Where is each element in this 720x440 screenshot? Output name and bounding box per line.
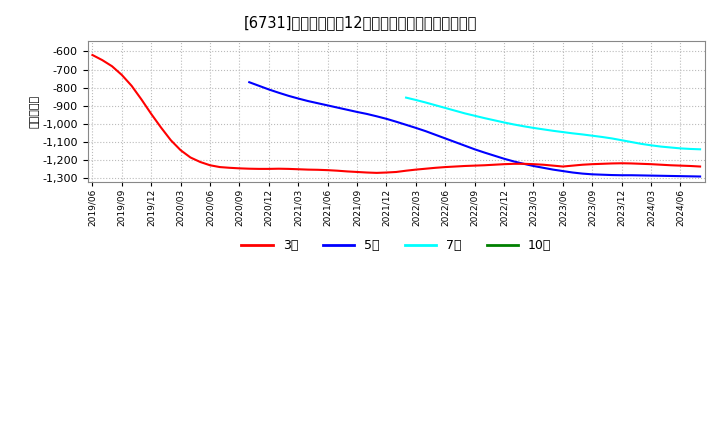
7年 <box>647 143 655 148</box>
3年 <box>255 166 264 172</box>
3年 <box>519 161 528 166</box>
7年 <box>490 117 498 123</box>
5年 <box>696 174 704 179</box>
7年 <box>402 95 410 100</box>
5年 <box>539 165 548 170</box>
5年 <box>313 101 322 106</box>
5年 <box>470 147 479 152</box>
5年 <box>255 83 264 88</box>
5年 <box>617 172 626 178</box>
5年 <box>392 119 400 125</box>
7年 <box>588 133 597 138</box>
7年 <box>627 139 636 145</box>
Y-axis label: （百万円）: （百万円） <box>30 95 40 128</box>
5年 <box>480 150 489 155</box>
3年 <box>372 170 381 176</box>
7年 <box>568 131 577 136</box>
5年 <box>412 125 420 131</box>
5年 <box>284 93 293 99</box>
5年 <box>451 139 459 145</box>
5年 <box>304 99 312 104</box>
5年 <box>343 107 351 112</box>
5年 <box>500 156 508 161</box>
3年 <box>402 168 410 173</box>
5年 <box>333 105 342 110</box>
5年 <box>461 143 469 148</box>
3年 <box>274 166 283 171</box>
7年 <box>637 141 646 147</box>
Legend: 3年, 5年, 7年, 10年: 3年, 5年, 7年, 10年 <box>236 234 556 257</box>
5年 <box>402 122 410 128</box>
7年 <box>500 120 508 125</box>
7年 <box>451 108 459 114</box>
5年 <box>372 114 381 119</box>
5年 <box>431 132 440 137</box>
5年 <box>294 96 302 101</box>
Line: 5年: 5年 <box>249 82 700 176</box>
3年 <box>382 170 391 175</box>
5年 <box>637 173 646 178</box>
5年 <box>274 90 283 95</box>
5年 <box>627 172 636 178</box>
3年 <box>686 163 695 169</box>
5年 <box>647 173 655 178</box>
7年 <box>480 115 489 121</box>
5年 <box>382 116 391 121</box>
7年 <box>421 100 430 105</box>
5年 <box>245 80 253 85</box>
5年 <box>519 161 528 166</box>
5年 <box>363 111 372 117</box>
7年 <box>667 145 675 150</box>
5年 <box>353 109 361 114</box>
7年 <box>686 147 695 152</box>
Line: 7年: 7年 <box>406 98 700 149</box>
5年 <box>578 171 587 176</box>
7年 <box>657 144 665 149</box>
5年 <box>421 128 430 134</box>
7年 <box>441 105 449 110</box>
Line: 3年: 3年 <box>92 55 700 173</box>
5年 <box>598 172 606 177</box>
Text: [6731]　当期純利益12か月移動合計の平均値の推移: [6731] 当期純利益12か月移動合計の平均値の推移 <box>243 15 477 30</box>
5年 <box>323 103 332 108</box>
5年 <box>549 167 557 172</box>
7年 <box>549 128 557 133</box>
5年 <box>490 153 498 158</box>
5年 <box>568 170 577 175</box>
7年 <box>608 136 616 141</box>
7年 <box>696 147 704 152</box>
5年 <box>529 163 538 169</box>
5年 <box>441 136 449 141</box>
7年 <box>412 97 420 103</box>
7年 <box>529 125 538 131</box>
5年 <box>510 159 518 164</box>
5年 <box>588 172 597 177</box>
7年 <box>470 113 479 118</box>
7年 <box>578 132 587 137</box>
3年 <box>88 52 96 58</box>
5年 <box>667 173 675 179</box>
7年 <box>519 124 528 129</box>
5年 <box>676 173 685 179</box>
7年 <box>676 146 685 151</box>
7年 <box>461 111 469 116</box>
7年 <box>539 127 548 132</box>
7年 <box>617 138 626 143</box>
5年 <box>686 174 695 179</box>
5年 <box>559 169 567 174</box>
7年 <box>559 129 567 135</box>
7年 <box>510 122 518 127</box>
7年 <box>598 134 606 139</box>
5年 <box>264 87 273 92</box>
5年 <box>608 172 616 178</box>
5年 <box>657 173 665 179</box>
3年 <box>696 164 704 169</box>
7年 <box>431 103 440 108</box>
